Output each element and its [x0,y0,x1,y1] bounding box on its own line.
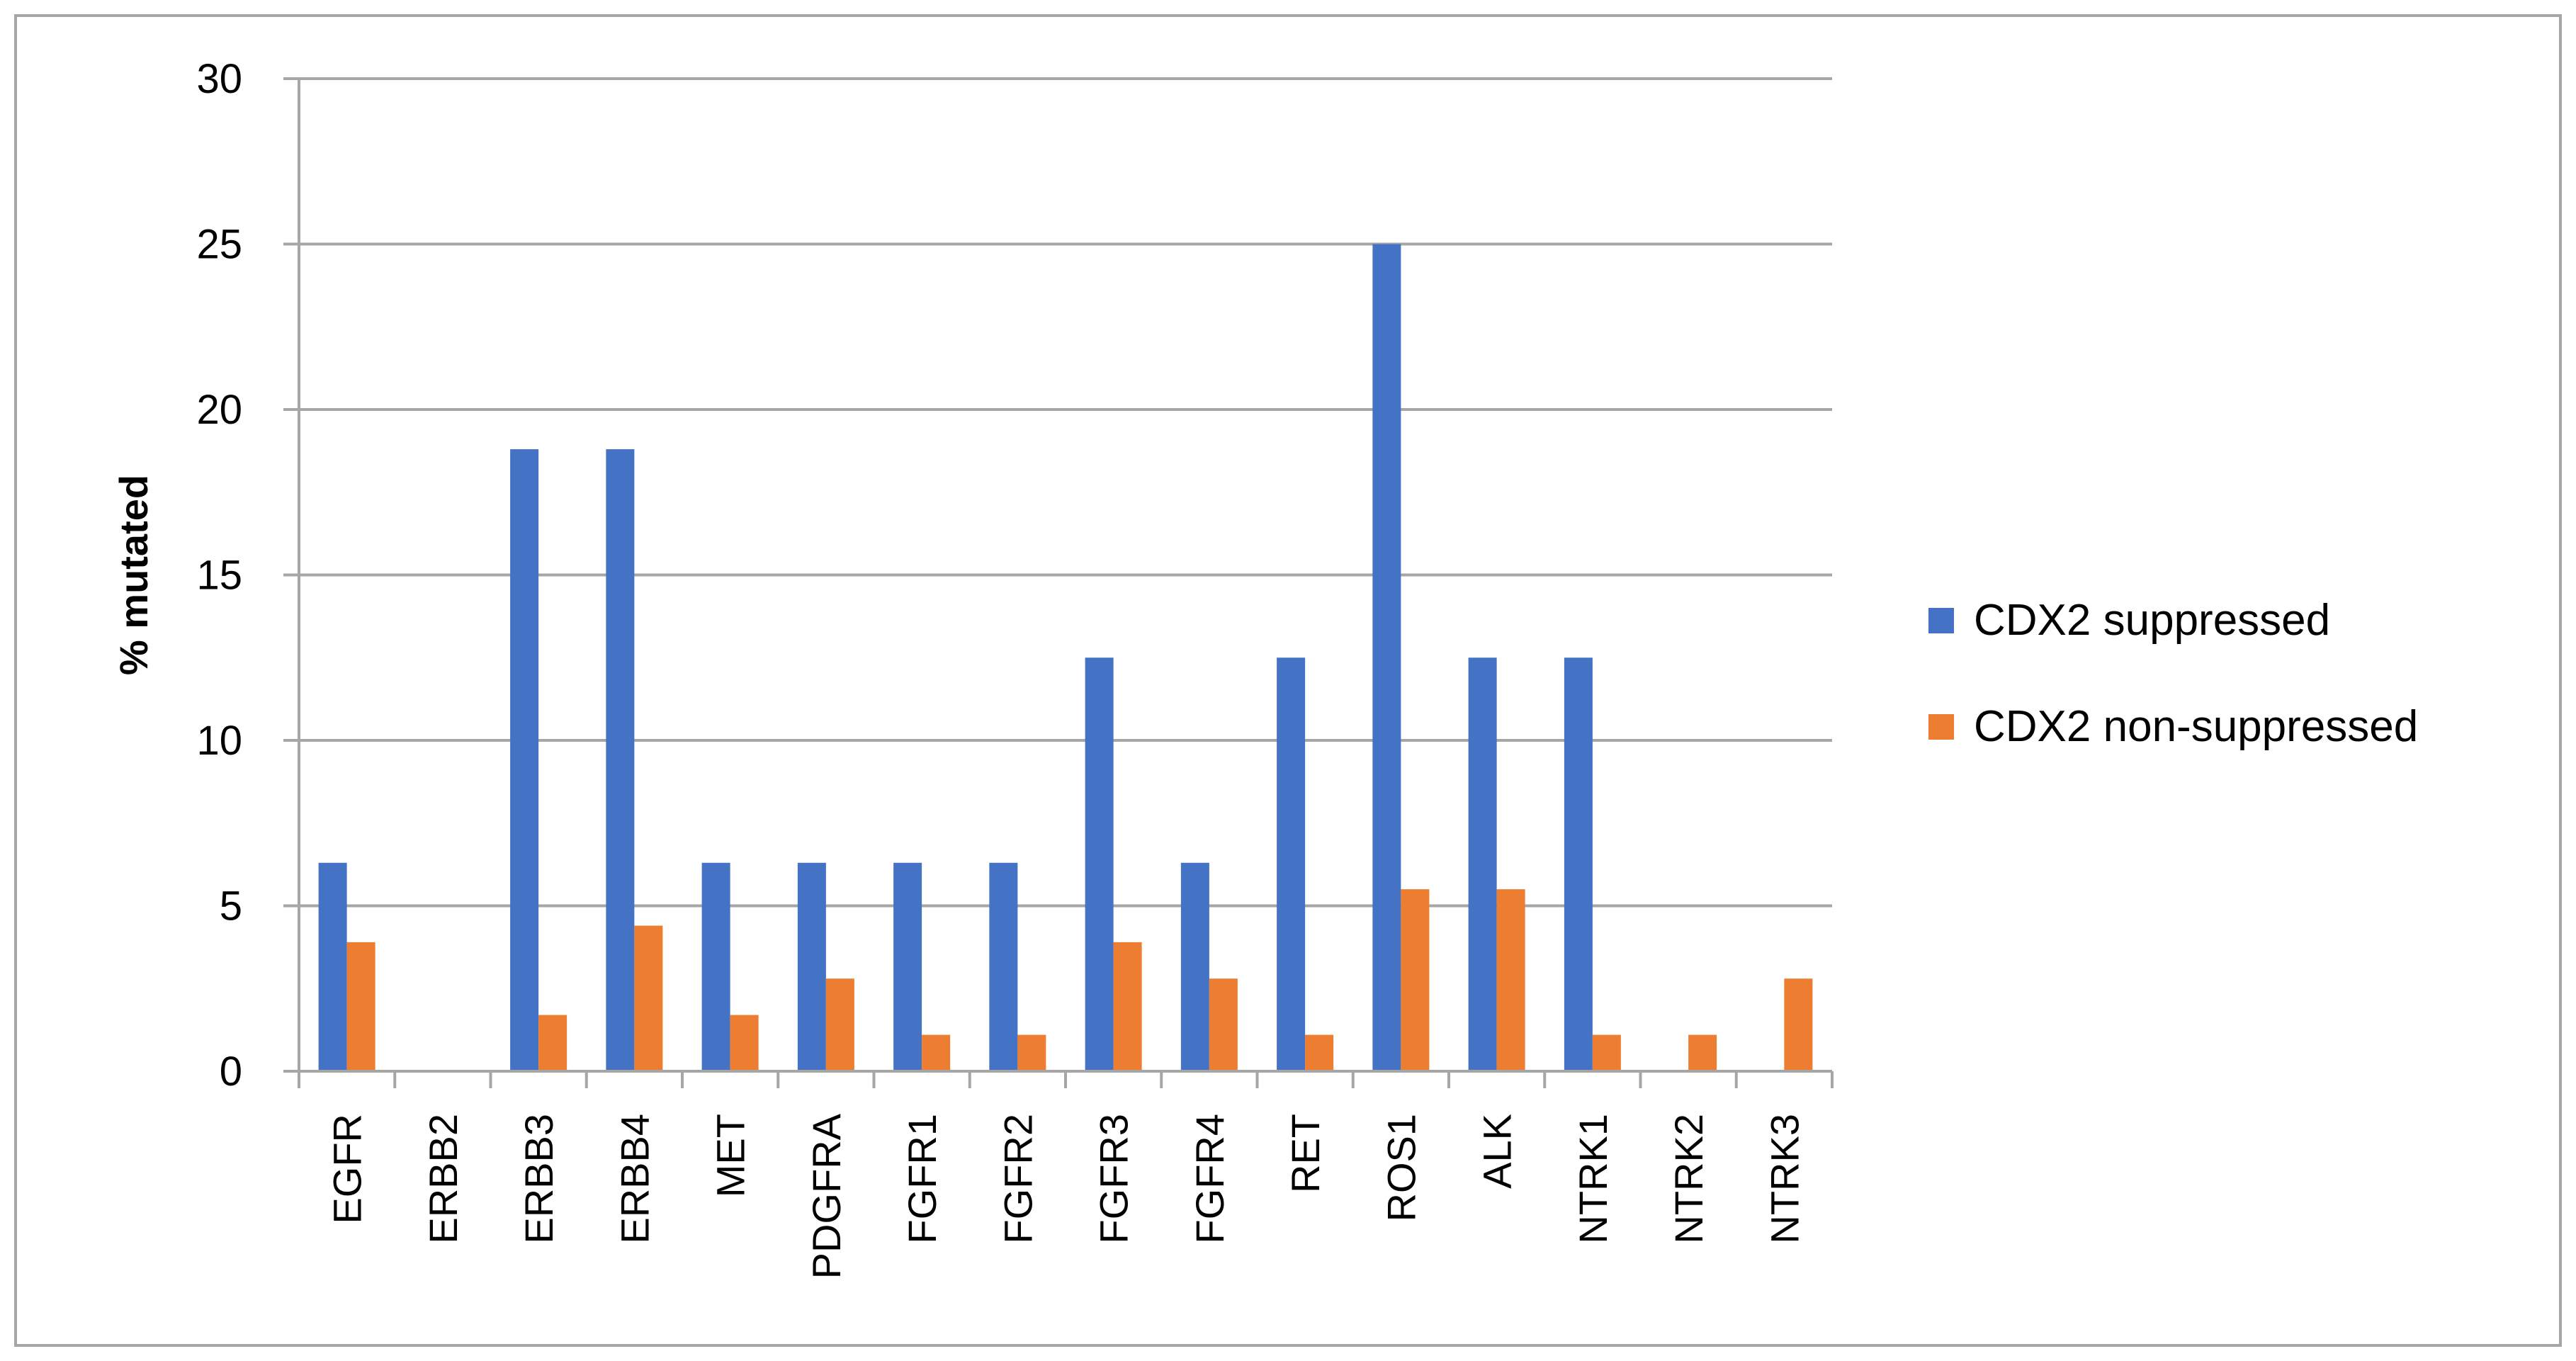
legend-swatch-series-1 [1928,608,1954,633]
bar-fgfr2-series-2 [1017,1034,1046,1071]
x-tick-label-ntrk1: NTRK1 [1571,1114,1615,1244]
bar-ntrk2-series-2 [1688,1034,1717,1071]
y-axis-title: % mutated [111,475,156,675]
x-tick-label-erbb4: ERBB4 [612,1114,657,1244]
x-tick-label-alk: ALK [1475,1114,1520,1189]
x-tick-label-ntrk2: NTRK2 [1666,1114,1711,1244]
y-tick-label: 10 [196,718,242,764]
y-tick-labels: 0 5 10 15 20 25 30 [196,56,242,1095]
bar-fgfr3-series-1 [1085,657,1114,1071]
bar-fgfr1-series-1 [893,862,922,1071]
bar-ros1-series-2 [1401,889,1430,1071]
bar-pdgfra-series-1 [797,862,826,1071]
bar-erbb4-series-2 [634,925,663,1071]
bar-erbb3-series-2 [538,1015,567,1071]
y-tick-label: 25 [196,222,242,268]
x-tick-label-ret: RET [1283,1114,1328,1193]
bar-fgfr4-series-1 [1180,862,1209,1071]
x-tick-label-pdgfra: PDGFRA [804,1113,849,1279]
bar-erbb3-series-1 [510,449,539,1071]
x-tick-labels: EGFR ERBB2 ERBB3 ERBB4 MET PDGFRA FGFR1 FGFR2 FG… [325,1113,1807,1279]
bar-fgfr4-series-2 [1209,978,1238,1071]
x-tick-label-erbb2: ERBB2 [421,1114,465,1244]
bar-pdgfra-series-2 [825,978,854,1071]
bar-ntrk1-series-1 [1564,657,1593,1071]
bar-ntrk3-series-2 [1784,978,1813,1071]
bar-ntrk1-series-2 [1592,1034,1621,1071]
bar-fgfr1-series-2 [922,1034,951,1071]
x-tick-label-ntrk3: NTRK3 [1762,1114,1807,1244]
y-tick-label: 5 [220,883,242,930]
bar-fgfr3-series-2 [1113,942,1142,1071]
bar-egfr-series-2 [346,942,375,1071]
x-tick-label-fgfr3: FGFR3 [1092,1114,1136,1244]
bar-egfr-series-1 [318,862,347,1071]
bar-met-series-2 [730,1015,759,1071]
bar-alk-series-2 [1496,889,1525,1071]
bar-alk-series-1 [1468,657,1497,1071]
legend-label-series-2: CDX2 non-suppressed [1974,702,2418,751]
x-tick-label-fgfr4: FGFR4 [1187,1114,1232,1244]
legend-label-series-1: CDX2 suppressed [1974,596,2330,645]
x-tick-label-ros1: ROS1 [1379,1114,1423,1222]
bar-ret-series-1 [1277,657,1306,1071]
bar-ret-series-2 [1305,1034,1334,1071]
y-tick-label: 30 [196,56,242,102]
bar-ros1-series-1 [1372,244,1401,1071]
legend-swatch-series-2 [1928,714,1954,740]
x-tick-label-erbb3: ERBB3 [516,1114,561,1244]
x-tick-label-egfr: EGFR [325,1114,370,1224]
x-tick-label-met: MET [708,1114,753,1197]
axes [298,79,1834,1088]
bar-fgfr2-series-1 [989,862,1018,1071]
y-tick-label: 20 [196,387,242,433]
x-tick-label-fgfr1: FGFR1 [900,1114,944,1244]
bar-met-series-1 [701,862,730,1071]
bar-erbb4-series-1 [606,449,635,1071]
legend: CDX2 suppressed CDX2 non-suppressed [1928,596,2418,751]
bars [318,244,1813,1071]
y-tick-label: 15 [196,553,242,599]
y-tick-label: 0 [220,1049,242,1095]
x-tick-label-fgfr2: FGFR2 [995,1114,1040,1244]
